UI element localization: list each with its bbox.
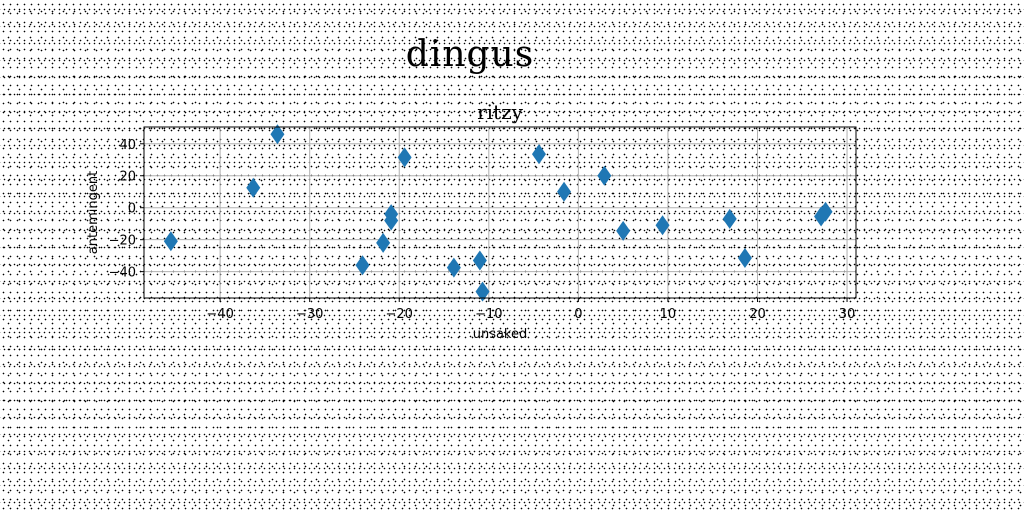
y-axis-label: antemingent bbox=[86, 171, 101, 254]
y-tick-label: 20 bbox=[119, 170, 136, 185]
scatter-point bbox=[163, 231, 178, 252]
scatter-point bbox=[597, 165, 612, 186]
scatter-point bbox=[655, 215, 670, 236]
x-tick-label: 20 bbox=[749, 307, 766, 322]
scatter-point bbox=[376, 232, 391, 253]
y-tick-label: 40 bbox=[119, 138, 136, 153]
figure-title: dingus bbox=[405, 34, 535, 75]
scatter-point bbox=[557, 181, 572, 202]
scatter-point bbox=[818, 201, 833, 222]
scatter-point bbox=[246, 177, 261, 198]
x-axis-label: unsaked bbox=[473, 327, 528, 342]
scatter-point bbox=[531, 144, 546, 165]
x-tick-label: −40 bbox=[206, 307, 233, 322]
scatter-points bbox=[163, 124, 833, 302]
plot-frame bbox=[143, 126, 857, 299]
scatter-point bbox=[446, 257, 461, 278]
chart-title: ritzy bbox=[477, 100, 524, 124]
x-tick-label: −10 bbox=[475, 307, 502, 322]
scatter-point bbox=[472, 250, 487, 271]
y-axis-ticks: −40 −20 0 20 40 bbox=[109, 138, 144, 281]
scatter-point bbox=[270, 124, 285, 145]
scatter-point bbox=[355, 255, 370, 276]
scatter-point bbox=[397, 147, 412, 168]
grid-lines bbox=[144, 127, 856, 298]
y-tick-label: −40 bbox=[109, 266, 136, 281]
scatter-point bbox=[616, 220, 631, 241]
x-tick-label: 10 bbox=[660, 307, 677, 322]
y-tick-label: 0 bbox=[128, 202, 136, 217]
x-tick-label: 30 bbox=[839, 307, 856, 322]
scatter-point bbox=[475, 281, 490, 302]
scatter-point bbox=[384, 210, 399, 231]
x-axis-ticks: −40 −30 −20 −10 0 10 20 30 bbox=[206, 298, 855, 322]
scatter-point bbox=[737, 248, 752, 269]
y-tick-label: −20 bbox=[109, 234, 136, 249]
x-tick-label: −20 bbox=[386, 307, 413, 322]
x-tick-label: 0 bbox=[574, 307, 582, 322]
scatter-point bbox=[722, 208, 737, 229]
x-tick-label: −30 bbox=[296, 307, 323, 322]
